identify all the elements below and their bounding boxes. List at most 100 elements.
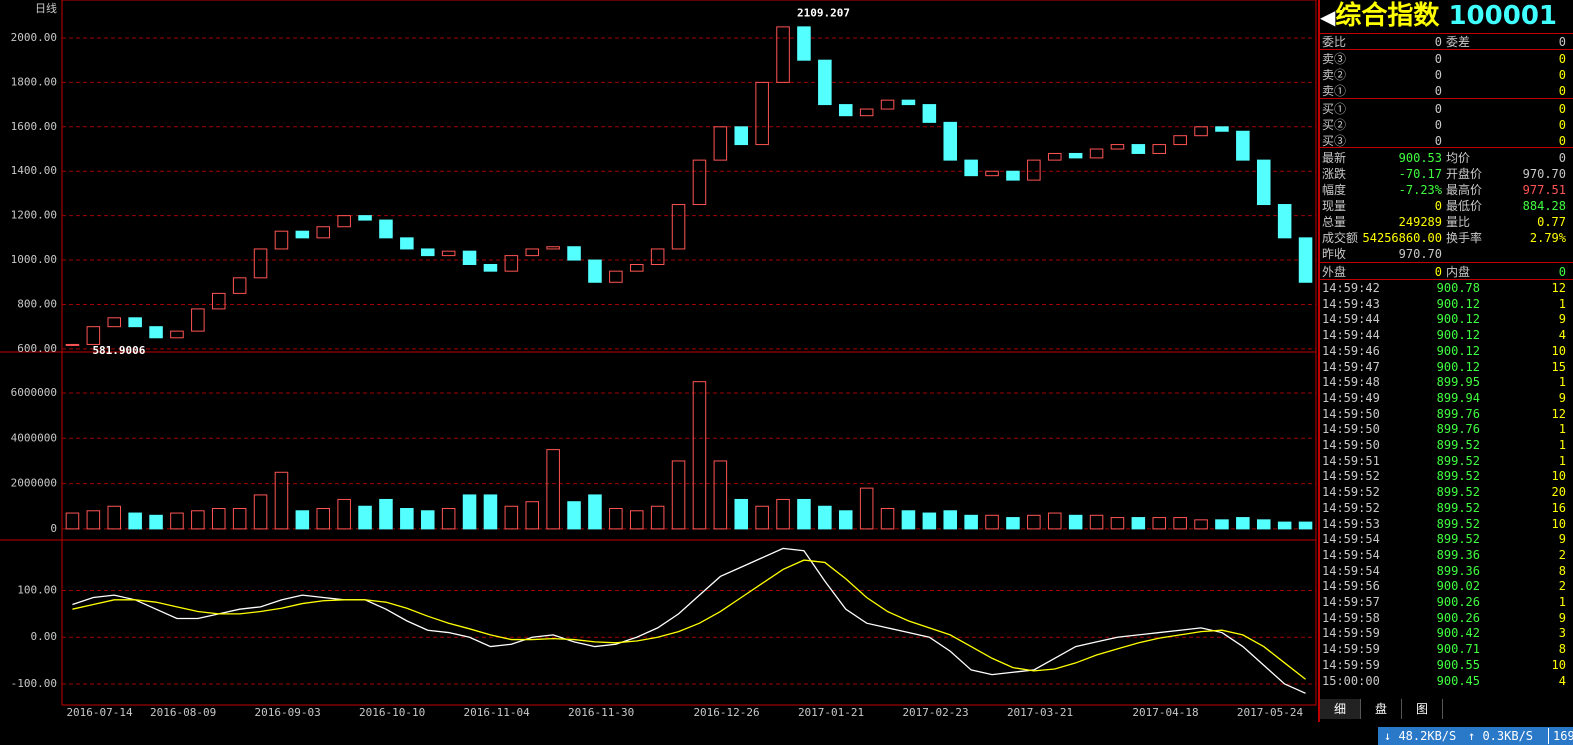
tick-price: 900.02 [1436,579,1480,594]
arrow-left[interactable]: ◀ [1320,5,1336,29]
volume-bar [441,508,456,530]
volume-bar [525,501,540,530]
volume-bar [985,514,999,530]
candle [211,292,226,310]
tick-volume: 8 [1558,642,1566,657]
volume-bar [650,505,665,530]
status-bar: ↓ 48.2KB/S ↑ 0.3KB/S 169 [1378,727,1573,745]
candle [713,126,728,161]
candle [107,317,122,328]
quote-value: 2.79% [1529,231,1566,245]
y-tick-label: 4000000 [11,431,57,444]
volume-bar [420,510,435,530]
quote-value: 0 [1434,84,1442,98]
quote-value: 0 [1434,68,1442,82]
candle [838,104,853,117]
candle [525,248,540,257]
volume-bar [1215,519,1229,530]
quote-value: 0 [1434,35,1442,49]
volume-bar [358,505,372,530]
candle [295,230,310,239]
volume-bar [1047,512,1062,530]
volume-bar [1110,517,1125,530]
candle [1236,130,1250,161]
tick-price: 899.52 [1436,453,1480,468]
upload-text: 0.3KB/S [1482,729,1534,743]
volume-bar [838,510,853,530]
volume-bar [671,460,686,530]
tick-time: 14:59:59 [1322,657,1380,672]
tick-volume: 1 [1558,453,1566,468]
candle [609,270,623,283]
volume-bar [1194,519,1208,530]
volume-bar [629,510,644,530]
candle [337,215,351,228]
candle [1215,126,1229,132]
volume-bar [692,381,707,530]
quote-value: 249289 [1398,215,1442,229]
separator [1320,49,1573,50]
quote-label: 换手率 [1446,231,1483,245]
candle [818,59,832,106]
x-tick-label: 2017-05-24 [1237,706,1304,719]
quote-label: 内盘 [1446,265,1471,279]
tick-price: 900.12 [1436,328,1480,343]
quote-value: 0 [1558,151,1566,165]
volume-bar [316,508,331,530]
separator [1320,33,1573,34]
tick-price: 899.95 [1436,375,1480,390]
tab[interactable]: 图 [1402,699,1443,719]
tick-volume: 20 [1551,485,1566,500]
candle [629,263,644,272]
candle [1110,144,1125,150]
tick-time: 14:59:50 [1322,422,1380,437]
tick-price: 900.26 [1436,610,1480,625]
tick-time: 14:59:52 [1322,469,1380,484]
quote-label: 买① [1322,102,1347,116]
volume-bar [1152,517,1167,530]
quote-value: 0 [1434,199,1442,213]
candle [462,250,477,265]
candle [692,159,707,206]
quote-label: 最低价 [1446,199,1483,213]
x-tick-label: 2016-12-26 [693,706,759,719]
tick-volume: 4 [1558,673,1566,688]
x-tick-label: 2017-03-21 [1007,706,1073,719]
tick-volume: 4 [1558,328,1566,343]
tick-time: 14:59:50 [1322,406,1380,421]
volume-bar [191,510,205,530]
tab[interactable]: 盘 [1361,699,1402,719]
upload-speed: ↑ 0.3KB/S [1468,729,1534,743]
tick-price: 900.45 [1436,673,1480,688]
tick-time: 14:59:42 [1322,281,1380,295]
volume-bar [483,494,498,530]
candle [901,99,916,106]
quote-value: 0 [1558,102,1566,116]
quote-value: 0 [1558,68,1566,82]
tick-volume: 9 [1558,312,1566,327]
tick-volume: 9 [1558,532,1566,547]
candle [1047,152,1062,161]
volume-bar [86,510,101,530]
y-tick-label: 0 [50,522,57,535]
candle [859,108,874,117]
tick-volume: 3 [1558,626,1566,641]
volume-bar [1236,517,1250,530]
volume-bar [567,501,581,530]
candle [1089,148,1104,159]
volume-bar [1089,514,1104,530]
low-label: 581.9006 [92,344,145,357]
tab[interactable]: 细 [1320,699,1361,719]
candle [1173,135,1187,146]
quote-value: 900.53 [1398,151,1442,165]
quote-label: 委比 [1322,35,1347,49]
volume-bar [462,494,477,530]
candle [755,81,769,146]
y-tick-label: 6000000 [11,386,57,399]
volume-bar [797,498,811,530]
quote-label: 涨跌 [1322,167,1347,181]
tick-price: 899.52 [1436,532,1480,547]
chart: 日线 600.00 800.00 1000.00 1200.00 1400.00 1600… [0,0,1317,719]
tick-price: 899.52 [1436,516,1480,531]
volume-bar [1173,517,1187,530]
